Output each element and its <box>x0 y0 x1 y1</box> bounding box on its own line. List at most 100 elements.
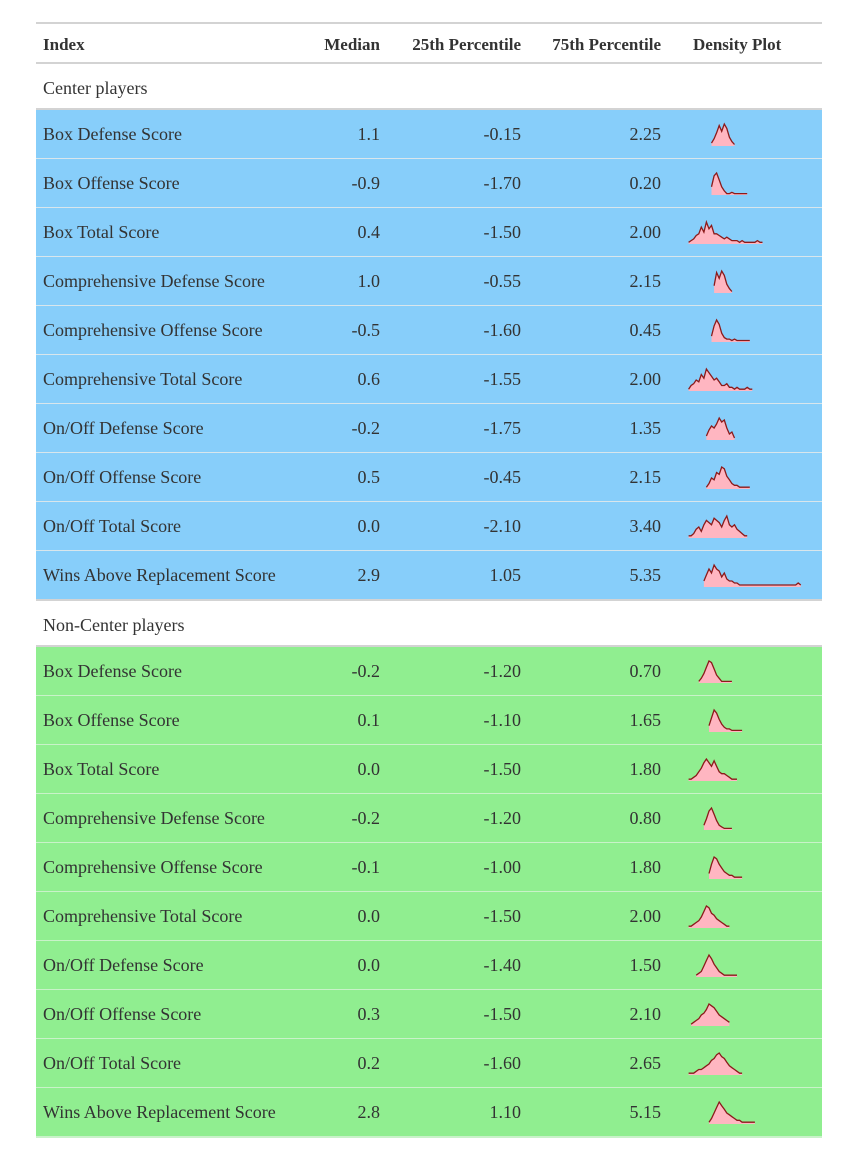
table-row: On/Off Offense Score 0.3 -1.50 2.10 <box>36 990 822 1039</box>
density-area <box>714 271 732 293</box>
table-row: Box Offense Score 0.1 -1.10 1.65 <box>36 696 822 745</box>
density-area <box>711 173 748 195</box>
p75-cell: 2.65 <box>629 1053 662 1073</box>
table-row: On/Off Defense Score -0.2 -1.75 1.35 <box>36 404 822 453</box>
median-cell: 0.0 <box>357 955 381 975</box>
p25-cell: 1.10 <box>489 1102 522 1122</box>
table-row: Comprehensive Total Score 0.6 -1.55 2.00 <box>36 355 822 404</box>
density-area <box>688 369 753 391</box>
p75-cell: 0.45 <box>629 320 662 340</box>
table-row: Box Total Score 0.4 -1.50 2.00 <box>36 208 822 257</box>
group-label: Non-Center players <box>36 601 822 647</box>
p25-cell: -1.60 <box>483 1053 522 1073</box>
density-area <box>688 516 748 538</box>
median-cell: 0.0 <box>357 516 381 536</box>
index-cell: Box Total Score <box>43 759 160 779</box>
density-plot <box>703 806 732 830</box>
p25-cell: -1.70 <box>483 173 522 193</box>
index-cell: On/Off Offense Score <box>43 1004 202 1024</box>
header-25th-percentile: 25th Percentile <box>412 35 521 54</box>
density-plot <box>708 855 743 879</box>
table-row: Wins Above Replacement Score 2.8 1.10 5.15 <box>36 1088 822 1138</box>
stats-table: Index Median 25th Percentile 75th Percen… <box>36 22 822 1138</box>
density-line <box>688 367 753 391</box>
density-plot <box>708 708 743 732</box>
density-plot <box>710 318 750 342</box>
density-line <box>710 122 735 145</box>
table-row: Box Defense Score -0.2 -1.20 0.70 <box>36 647 822 696</box>
density-plot <box>710 122 735 146</box>
p25-cell: -0.55 <box>483 271 522 291</box>
density-plot <box>688 905 730 928</box>
index-cell: Comprehensive Defense Score <box>43 271 265 291</box>
density-line <box>710 318 750 342</box>
table-row: Box Offense Score -0.9 -1.70 0.20 <box>36 159 822 208</box>
median-cell: 0.1 <box>357 710 381 730</box>
density-plot <box>688 514 748 538</box>
index-cell: On/Off Total Score <box>43 1053 182 1073</box>
density-line <box>690 1003 730 1025</box>
p75-cell: 1.50 <box>629 955 662 975</box>
density-plot <box>705 416 736 440</box>
p75-cell: 1.80 <box>629 857 662 877</box>
p25-cell: -1.10 <box>483 710 522 730</box>
index-cell: On/Off Defense Score <box>43 955 204 975</box>
index-cell: Comprehensive Offense Score <box>43 857 263 877</box>
p25-cell: -0.45 <box>483 467 522 487</box>
density-line <box>705 416 736 439</box>
p25-cell: -1.00 <box>483 857 522 877</box>
table-row: Comprehensive Defense Score 1.0 -0.55 2.15 <box>36 257 822 306</box>
index-cell: Box Total Score <box>43 222 160 242</box>
density-line <box>708 855 743 878</box>
p25-cell: -2.10 <box>483 516 522 536</box>
density-plot <box>688 219 763 244</box>
density-line <box>688 514 748 537</box>
density-plot <box>705 465 750 489</box>
median-cell: -0.9 <box>351 173 381 193</box>
p75-cell: 0.80 <box>629 808 662 828</box>
table-row: Comprehensive Offense Score -0.5 -1.60 0.45 <box>36 306 822 355</box>
p25-cell: -1.20 <box>483 661 522 681</box>
p75-cell: 1.35 <box>629 418 662 438</box>
p75-cell: 5.15 <box>629 1102 662 1122</box>
density-area <box>706 467 750 489</box>
p75-cell: 1.80 <box>629 759 662 779</box>
p25-cell: -0.15 <box>483 124 522 144</box>
median-cell: 1.1 <box>357 124 381 144</box>
density-plot <box>688 757 737 781</box>
density-area <box>691 1004 730 1026</box>
table-row: On/Off Offense Score 0.5 -0.45 2.15 <box>36 453 822 502</box>
p25-cell: -1.60 <box>483 320 522 340</box>
p75-cell: 2.00 <box>629 222 662 242</box>
density-area <box>688 759 737 781</box>
density-plot <box>708 1100 755 1124</box>
density-line <box>688 1052 743 1074</box>
density-line <box>708 1100 755 1123</box>
density-plot <box>688 367 753 391</box>
table-row: Comprehensive Defense Score -0.2 -1.20 0.80 <box>36 794 822 843</box>
median-cell: 0.6 <box>357 369 381 389</box>
median-cell: 0.4 <box>357 222 381 242</box>
p75-cell: 3.40 <box>629 516 662 536</box>
p25-cell: -1.55 <box>483 369 522 389</box>
index-cell: Comprehensive Total Score <box>43 369 243 389</box>
index-cell: Wins Above Replacement Score <box>43 1102 276 1122</box>
p25-cell: -1.50 <box>483 222 522 242</box>
density-line <box>708 708 743 732</box>
p25-cell: -1.75 <box>483 418 522 438</box>
index-cell: Box Offense Score <box>43 173 180 193</box>
group-label-text: Center players <box>43 78 148 98</box>
median-cell: 0.0 <box>357 759 381 779</box>
index-cell: Box Offense Score <box>43 710 180 730</box>
p25-cell: -1.50 <box>483 906 522 926</box>
group-label: Center players <box>36 64 822 110</box>
p75-cell: 2.00 <box>629 906 662 926</box>
density-area <box>709 857 743 879</box>
median-cell: -0.2 <box>351 808 381 828</box>
p75-cell: 2.25 <box>629 124 662 144</box>
median-cell: 0.2 <box>357 1053 381 1073</box>
density-area <box>696 955 737 977</box>
index-cell: Box Defense Score <box>43 124 182 144</box>
density-area <box>688 906 730 928</box>
p25-cell: -1.20 <box>483 808 522 828</box>
